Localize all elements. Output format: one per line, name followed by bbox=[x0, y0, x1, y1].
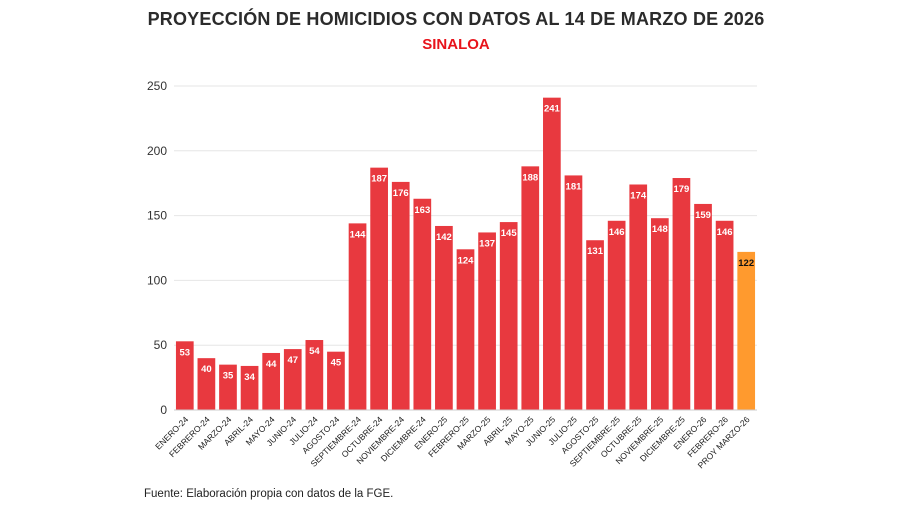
data-label: 137 bbox=[479, 238, 495, 249]
data-label: 163 bbox=[414, 205, 430, 216]
bar bbox=[694, 203, 712, 410]
data-label: 188 bbox=[522, 172, 538, 183]
data-label: 44 bbox=[266, 359, 277, 370]
bar bbox=[283, 349, 302, 410]
data-label: 34 bbox=[244, 372, 255, 383]
source-note: Fuente: Elaboración propia con datos de … bbox=[144, 488, 394, 500]
bar bbox=[543, 97, 561, 410]
data-label: 241 bbox=[544, 104, 561, 115]
y-tick-label: 100 bbox=[147, 273, 167, 287]
data-label: 35 bbox=[223, 371, 234, 382]
y-tick-label: 50 bbox=[154, 338, 168, 352]
bar bbox=[499, 222, 518, 410]
bar bbox=[197, 358, 216, 410]
bar bbox=[737, 251, 756, 410]
bar bbox=[478, 232, 496, 410]
data-label: 53 bbox=[180, 347, 191, 358]
y-tick-label: 250 bbox=[147, 79, 167, 93]
bar bbox=[370, 167, 388, 410]
bar bbox=[629, 184, 648, 410]
bar bbox=[607, 220, 626, 410]
bar bbox=[413, 198, 432, 410]
data-label: 187 bbox=[371, 174, 387, 185]
bar bbox=[715, 220, 734, 410]
data-label: 145 bbox=[501, 228, 518, 239]
bar bbox=[435, 225, 453, 410]
y-tick-label: 150 bbox=[147, 209, 167, 223]
data-label: 122 bbox=[738, 258, 754, 269]
bar bbox=[456, 249, 475, 410]
data-label: 54 bbox=[309, 346, 320, 357]
bar bbox=[262, 352, 281, 410]
data-label: 144 bbox=[350, 229, 367, 240]
y-tick-label: 200 bbox=[147, 144, 167, 158]
bar bbox=[348, 223, 367, 410]
bar bbox=[521, 166, 540, 410]
bar bbox=[219, 364, 237, 410]
bar bbox=[240, 365, 259, 410]
chart-subtitle: SINALOA bbox=[422, 36, 490, 53]
data-label: 159 bbox=[695, 210, 711, 221]
data-label: 179 bbox=[673, 184, 689, 195]
data-label: 40 bbox=[201, 364, 212, 375]
bar bbox=[586, 240, 604, 410]
bar bbox=[391, 181, 410, 410]
chart-title: PROYECCIÓN DE HOMICIDIOS CON DATOS AL 14… bbox=[147, 9, 765, 29]
bar bbox=[305, 340, 324, 410]
data-label: 176 bbox=[393, 188, 409, 199]
bar bbox=[327, 351, 345, 410]
bar bbox=[650, 218, 669, 410]
data-label: 131 bbox=[587, 246, 604, 257]
data-label: 47 bbox=[287, 355, 298, 366]
data-label: 174 bbox=[630, 190, 647, 201]
data-label: 142 bbox=[436, 232, 452, 243]
data-label: 181 bbox=[566, 181, 583, 192]
bar bbox=[564, 175, 583, 410]
bar bbox=[175, 341, 194, 410]
data-label: 146 bbox=[609, 227, 625, 238]
data-label: 124 bbox=[458, 255, 475, 266]
y-tick-label: 0 bbox=[160, 403, 167, 417]
data-label: 45 bbox=[331, 358, 342, 369]
data-label: 146 bbox=[717, 227, 733, 238]
data-label: 148 bbox=[652, 224, 668, 235]
bar bbox=[672, 178, 691, 410]
